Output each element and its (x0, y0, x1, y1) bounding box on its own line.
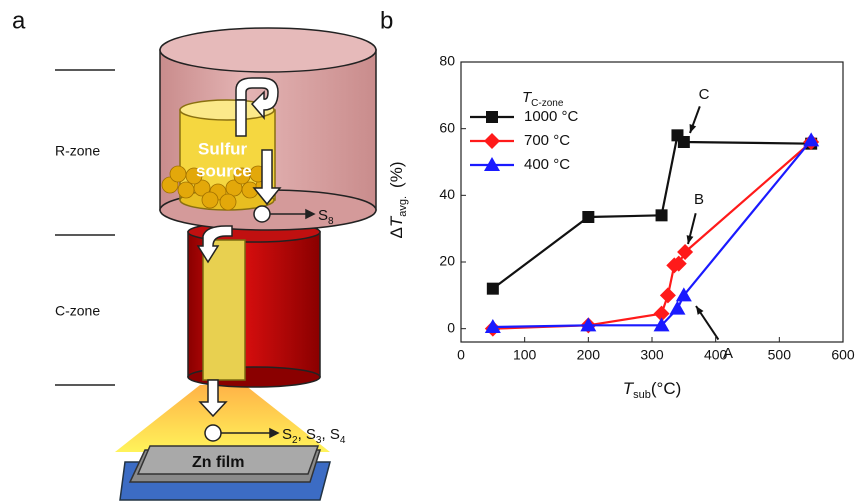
x-label-sub: sub (633, 389, 651, 401)
x-label-part: (°C) (651, 379, 681, 398)
x-tick-label: 500 (768, 347, 792, 363)
plot-frame (461, 62, 843, 342)
annotation-arrowhead (690, 124, 697, 133)
x-tick-label: 100 (513, 347, 537, 363)
data-point (660, 287, 676, 303)
x-tick-label: 600 (831, 347, 855, 363)
y-tick-label: 20 (439, 253, 455, 269)
source-label: source (196, 161, 252, 180)
x-tick-label: 200 (577, 347, 601, 363)
legend-label: 400 °C (524, 156, 570, 173)
zone-label: R-zone (55, 143, 100, 159)
y-label-part: (%) (387, 162, 406, 188)
data-point (669, 301, 685, 315)
y-tick-label: 0 (447, 319, 455, 335)
x-tick-label: 300 (640, 347, 664, 363)
legend-marker (484, 133, 500, 149)
x-axis-label: Tsub(°C) (623, 379, 682, 400)
y-tick-label: 60 (439, 119, 455, 135)
data-point (678, 136, 690, 148)
y-label-part: Δ (387, 227, 406, 238)
x-tick-label: 0 (457, 347, 465, 363)
legend-label: 1000 °C (524, 108, 579, 125)
annotation: C (699, 86, 710, 103)
species: S (282, 426, 292, 443)
y-tick-label: 40 (439, 186, 455, 202)
panel-label: a (12, 7, 26, 34)
y-tick-label: 80 (439, 53, 455, 69)
annotation: A (723, 345, 733, 362)
annotation: B (694, 191, 704, 208)
figure: a b R-zone C-zone Sulfur source S8 (0, 0, 862, 504)
data-point (656, 209, 668, 221)
species: , S (321, 426, 339, 443)
species-sub: 4 (340, 435, 346, 446)
legend-label: 700 °C (524, 132, 570, 149)
species-sub: 8 (328, 216, 334, 227)
data-point (487, 283, 499, 295)
film-label: Zn film (192, 454, 244, 471)
legend-title: TC-zone (522, 89, 564, 109)
species: S (318, 207, 328, 224)
y-label-sub: avg. (397, 196, 409, 217)
panel-label: b (380, 7, 393, 34)
annotation-arrowhead (696, 306, 704, 315)
species: , S (298, 426, 316, 443)
data-point (582, 211, 594, 223)
source-label: Sulfur (198, 139, 247, 158)
legend-marker (486, 111, 498, 123)
species-label: S2, S3, S4 (282, 426, 346, 446)
y-axis-label: ΔTavg.(%) (387, 162, 408, 239)
zone-label: C-zone (55, 303, 100, 319)
